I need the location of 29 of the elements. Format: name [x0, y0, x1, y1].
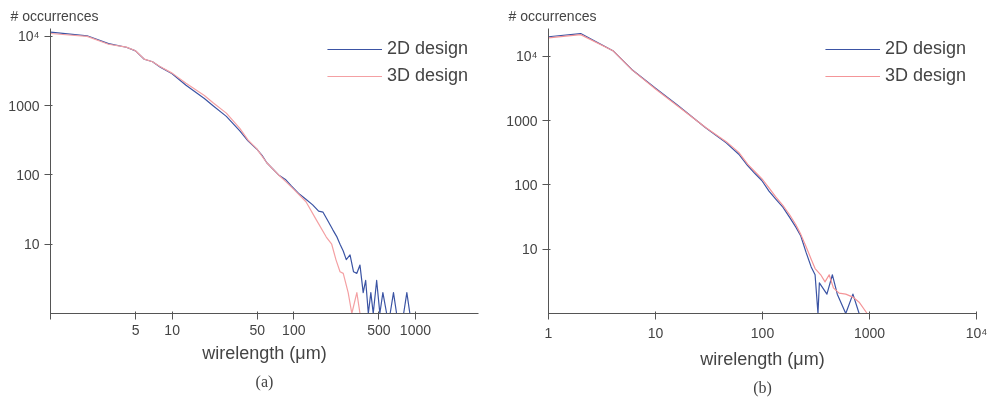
x-tick-label: 100 [282, 321, 306, 338]
y-axis-title: # occurrences [508, 7, 597, 24]
x-tick-label: 100 [750, 324, 775, 341]
x-axis-title: wirelength (μm) [201, 342, 327, 363]
x-tick-label: 1000 [853, 324, 886, 341]
x-tick-label: 1000 [399, 321, 432, 338]
y-tick-label: 1000 [8, 97, 40, 114]
text: (a) [255, 372, 274, 391]
x-tick-label: 10 [647, 324, 664, 341]
legend-label: 3D design [386, 65, 468, 86]
text: (b) [753, 378, 772, 397]
legend-label: 2D design [386, 38, 468, 59]
y-tick-label: 100 [16, 166, 40, 183]
x-tick-label: 10 [164, 321, 181, 338]
x-tick-label: 50 [249, 321, 266, 338]
x-tick-label: 5 [131, 321, 140, 338]
x-tick-label: 10⁴ [965, 324, 988, 341]
x-tick-label: 500 [367, 321, 391, 338]
x-axis-title: wirelength (μm) [699, 348, 825, 369]
x-tick-label: 1 [544, 324, 553, 341]
legend-label: 3D design [884, 65, 966, 86]
y-tick-label: 10 [23, 236, 40, 253]
y-tick-label: 100 [514, 176, 538, 193]
y-tick-label: 10⁴ [17, 28, 40, 45]
y-tick-label: 1000 [506, 112, 538, 129]
y-tick-label: 10⁴ [515, 48, 538, 65]
y-axis-title: # occurrences [10, 7, 99, 24]
legend-label: 2D design [884, 38, 966, 59]
y-tick-label: 10 [521, 241, 538, 258]
